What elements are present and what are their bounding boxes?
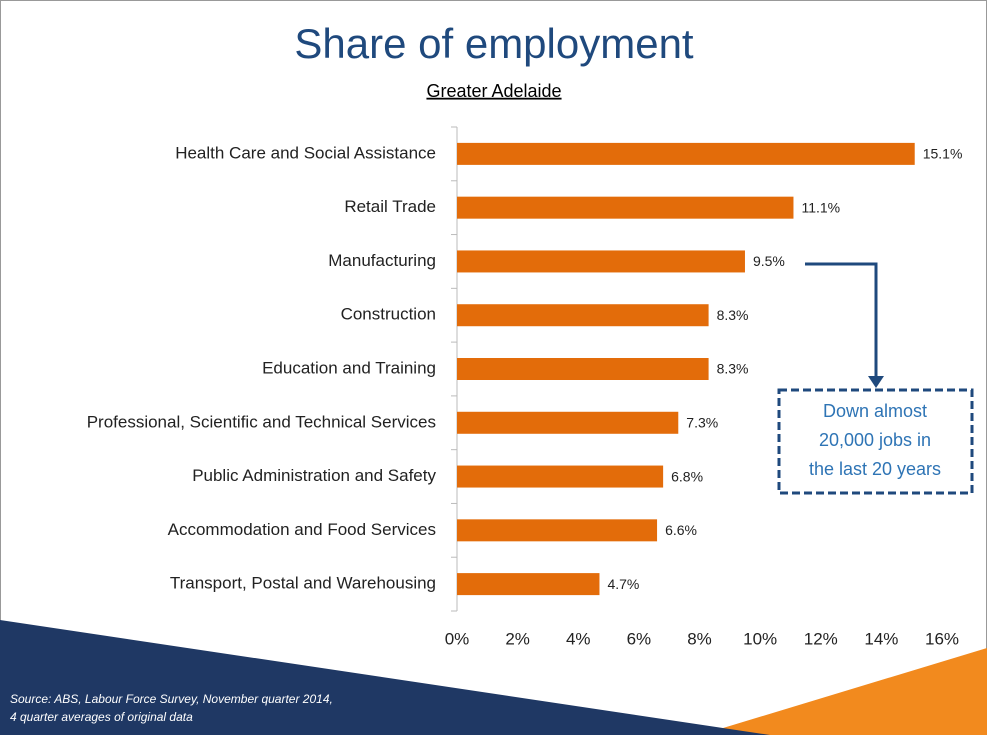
category-label: Construction [341,305,436,324]
bar [457,465,664,488]
value-label: 15.1% [923,146,963,162]
value-label: 11.1% [801,199,840,215]
annotation-box [777,388,974,495]
category-label: Manufacturing [328,251,436,270]
category-label: Retail Trade [344,197,436,216]
bar [457,411,679,434]
annotation-text: 20,000 jobs in [819,430,931,450]
x-tick-label: 6% [627,629,652,648]
value-label: 8.3% [717,307,749,323]
x-tick-label: 16% [925,629,959,648]
bar [457,358,709,380]
x-tick-label: 14% [864,629,898,648]
value-label: 9.5% [753,253,785,269]
bar [457,142,915,165]
x-tick-label: 10% [743,629,777,648]
x-tick-label: 0% [445,629,470,648]
bar [457,519,658,542]
bar [457,304,709,327]
bar [457,196,794,219]
arrow-head [868,376,884,388]
chart-title: Share of employment [294,20,694,67]
value-label: 4.7% [607,576,639,592]
navy-decoration [0,620,770,735]
annotation-text: Down almost [823,401,927,421]
value-label: 7.3% [686,414,718,430]
x-tick-label: 2% [505,629,530,648]
chart-subtitle: Greater Adelaide [426,81,561,101]
source-note: Source: ABS, Labour Force Survey, Novemb… [10,692,333,706]
category-label: Accommodation and Food Services [168,520,436,539]
annotation-text: the last 20 years [809,459,941,479]
bar [457,250,745,273]
category-label: Education and Training [262,358,436,377]
annotation-arrow [805,262,878,380]
category-label: Transport, Postal and Warehousing [170,574,436,593]
bar [457,573,600,596]
category-label: Health Care and Social Assistance [175,143,436,162]
category-label: Public Administration and Safety [192,466,436,485]
orange-decoration [700,648,987,735]
category-label: Professional, Scientific and Technical S… [87,412,436,431]
x-tick-label: 12% [804,629,838,648]
source-note: 4 quarter averages of original data [10,710,193,724]
value-label: 6.8% [671,468,703,484]
value-label: 6.6% [665,522,697,538]
value-label: 8.3% [717,361,749,377]
x-tick-label: 8% [687,629,712,648]
x-tick-label: 4% [566,629,591,648]
